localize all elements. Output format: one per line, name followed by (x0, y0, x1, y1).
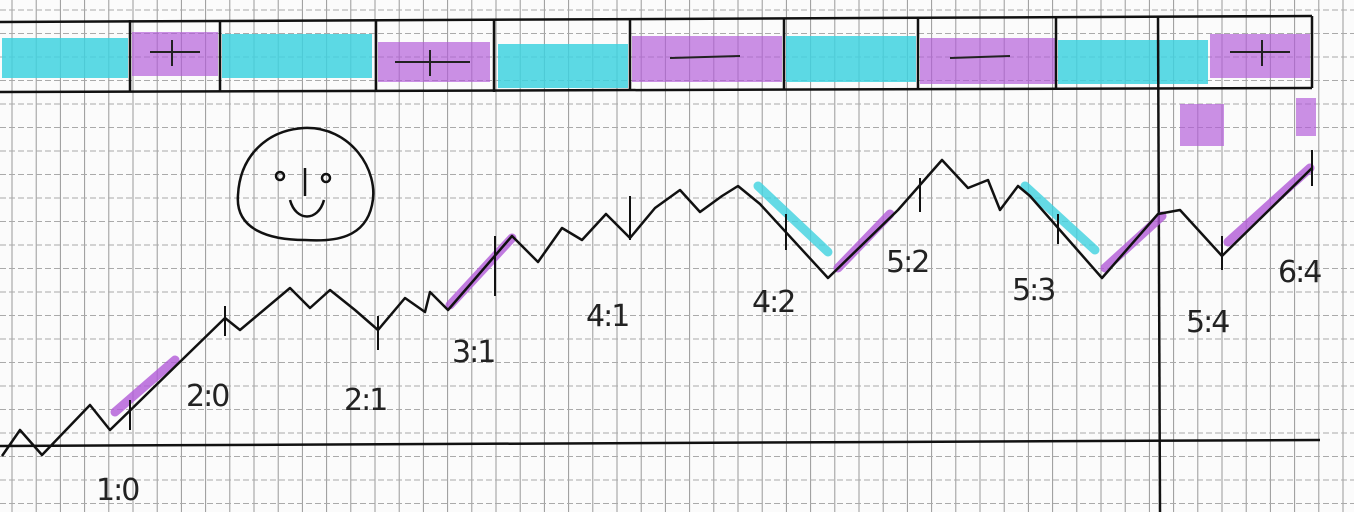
top-band-highlights (2, 32, 1316, 146)
purple-highlight (632, 36, 782, 82)
purple-highlight (1180, 104, 1224, 146)
score-labels: 1:0 2:0 2:1 3:1 4:1 4:2 5:2 5:3 5:4 6:4 (96, 245, 1323, 508)
smiley-face (236, 126, 375, 242)
purple-highlight (1210, 34, 1310, 78)
score-label: 3:1 (452, 335, 494, 370)
score-ticks (129, 150, 1313, 430)
band-bottom (0, 86, 1313, 94)
cyan-highlight (1058, 40, 1208, 84)
divider-long (1156, 15, 1162, 512)
score-label: 1:0 (96, 473, 139, 508)
score-label: 2:0 (186, 379, 229, 414)
baseline (0, 438, 1321, 448)
score-line (0, 158, 1313, 457)
cyan-highlight (2, 38, 128, 78)
purple-highlight (1296, 98, 1316, 136)
band-marks (150, 40, 1290, 76)
band-top (0, 14, 1313, 24)
cyan-highlight (222, 34, 372, 78)
score-label: 5:4 (1186, 305, 1229, 340)
cyan-highlight (498, 44, 628, 88)
score-label: 4:2 (752, 285, 794, 320)
score-label: 6:4 (1278, 255, 1321, 290)
score-label: 5:3 (1012, 273, 1054, 308)
purple-highlight (132, 32, 218, 76)
score-label: 2:1 (344, 383, 386, 418)
cyan-highlight (786, 36, 916, 82)
score-label: 5:2 (886, 245, 928, 280)
score-label: 4:1 (586, 299, 628, 334)
purple-highlight (920, 38, 1055, 84)
top-band-frame (0, 14, 1321, 512)
